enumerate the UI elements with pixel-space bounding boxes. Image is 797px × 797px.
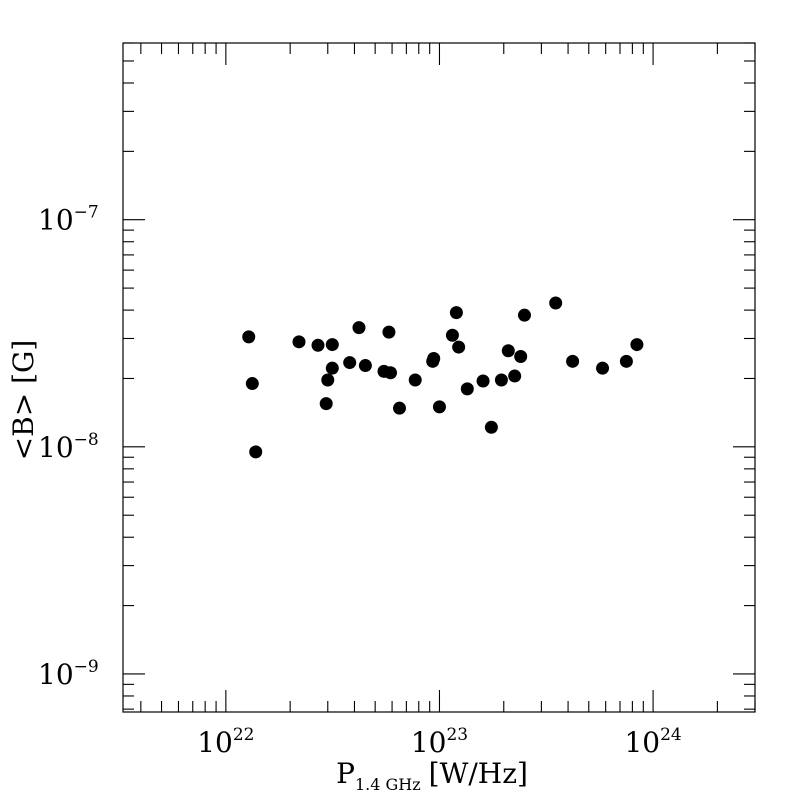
data-point xyxy=(245,377,259,391)
data-point xyxy=(249,445,263,459)
data-point xyxy=(514,349,528,363)
data-point xyxy=(494,373,508,387)
data-point xyxy=(384,366,398,380)
y-tick-label: 10−8 xyxy=(38,430,99,464)
y-tick-label: 10−7 xyxy=(38,203,99,237)
data-point xyxy=(501,344,515,358)
data-point xyxy=(325,361,339,375)
tick-labels: 1022 1023 1024 10−9 10−8 10−7 xyxy=(38,203,682,759)
data-point xyxy=(476,374,490,388)
data-point xyxy=(549,296,563,310)
data-point xyxy=(352,321,366,335)
data-point xyxy=(508,369,522,383)
x-tick-label: 1023 xyxy=(411,725,468,759)
data-point xyxy=(630,338,644,352)
data-point xyxy=(408,373,422,387)
data-point xyxy=(311,338,325,352)
data-point xyxy=(382,325,396,339)
tick-marks xyxy=(123,42,756,712)
data-points xyxy=(242,296,644,459)
data-point xyxy=(449,306,463,320)
data-point xyxy=(393,401,407,415)
data-point xyxy=(432,400,446,414)
data-point xyxy=(321,373,335,387)
data-point xyxy=(517,308,531,322)
data-point xyxy=(242,330,256,344)
y-tick-label: 10−9 xyxy=(38,657,99,691)
data-point xyxy=(452,340,466,354)
data-point xyxy=(325,338,339,352)
data-point xyxy=(319,397,333,411)
data-point xyxy=(427,351,441,365)
x-tick-label: 1024 xyxy=(624,725,681,759)
data-point xyxy=(343,356,357,370)
data-point xyxy=(596,361,610,375)
plot-frame xyxy=(122,42,756,713)
x-axis-label: P1.4 GHz [W/Hz] xyxy=(336,757,528,794)
data-point xyxy=(484,420,498,434)
data-point xyxy=(358,359,372,373)
data-point xyxy=(566,354,580,368)
data-point xyxy=(619,354,633,368)
x-tick-label: 1022 xyxy=(197,725,254,759)
data-point xyxy=(292,335,306,349)
data-point xyxy=(445,328,459,342)
y-axis-label: <B> [G] xyxy=(7,340,40,461)
data-point xyxy=(460,382,474,396)
